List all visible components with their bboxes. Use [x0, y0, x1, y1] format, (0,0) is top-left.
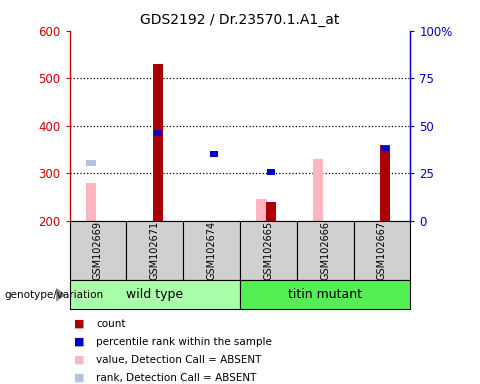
Text: percentile rank within the sample: percentile rank within the sample	[96, 337, 272, 347]
Bar	[240, 221, 297, 280]
Bar	[86, 183, 96, 221]
Bar	[354, 221, 410, 280]
Text: genotype/variation: genotype/variation	[5, 290, 104, 300]
Bar	[154, 130, 162, 136]
Bar	[381, 146, 389, 151]
Bar	[70, 221, 126, 280]
Text: GSM102665: GSM102665	[264, 221, 274, 280]
Bar	[267, 169, 275, 175]
Text: ■: ■	[74, 319, 85, 329]
Text: GSM102674: GSM102674	[206, 221, 216, 280]
Text: GSM102667: GSM102667	[377, 221, 387, 280]
Text: ■: ■	[74, 337, 85, 347]
Bar	[297, 221, 354, 280]
Text: ■: ■	[74, 373, 85, 383]
Text: titin mutant: titin mutant	[288, 288, 362, 301]
Bar	[256, 199, 267, 221]
Bar	[70, 280, 240, 309]
Bar	[153, 64, 163, 221]
Polygon shape	[56, 288, 66, 302]
Bar	[240, 280, 410, 309]
Bar	[380, 145, 390, 221]
Title: GDS2192 / Dr.23570.1.A1_at: GDS2192 / Dr.23570.1.A1_at	[140, 13, 340, 27]
Bar	[86, 160, 96, 166]
Text: rank, Detection Call = ABSENT: rank, Detection Call = ABSENT	[96, 373, 256, 383]
Text: count: count	[96, 319, 125, 329]
Text: ■: ■	[74, 355, 85, 365]
Text: wild type: wild type	[126, 288, 183, 301]
Text: GSM102671: GSM102671	[150, 221, 160, 280]
Text: GSM102669: GSM102669	[93, 221, 103, 280]
Bar	[266, 202, 276, 221]
Bar	[126, 221, 183, 280]
Bar	[210, 151, 218, 157]
Bar	[313, 159, 324, 221]
Text: value, Detection Call = ABSENT: value, Detection Call = ABSENT	[96, 355, 262, 365]
Text: GSM102666: GSM102666	[320, 221, 330, 280]
Bar	[183, 221, 240, 280]
